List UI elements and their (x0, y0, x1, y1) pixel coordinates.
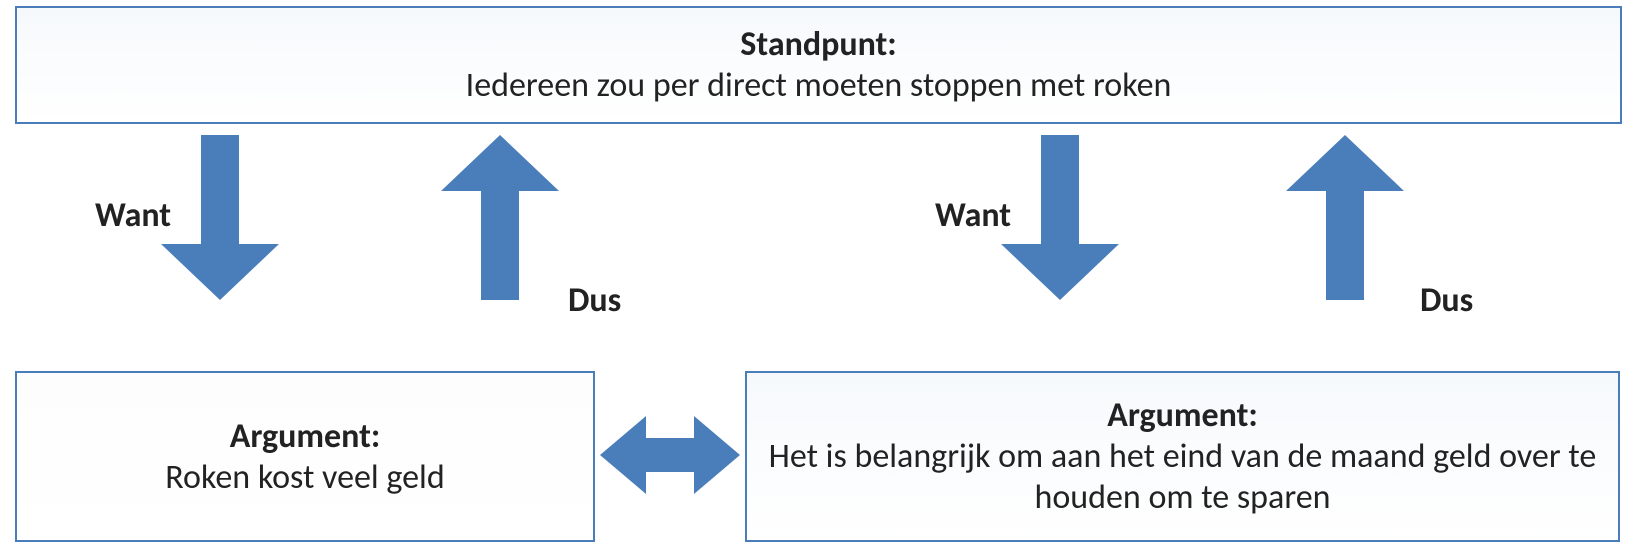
argument-left-box: Argument: Roken kost veel geld (15, 371, 595, 542)
arrow-down-icon (1001, 135, 1119, 300)
label-want-left: Want (95, 195, 171, 236)
arrow-up-icon (1286, 135, 1404, 300)
standpoint-title: Standpunt: (740, 24, 896, 65)
argument-left-title: Argument: (230, 416, 381, 457)
argument-right-box: Argument: Het is belangrijk om aan het e… (745, 371, 1620, 542)
arrow-down-icon (161, 135, 279, 300)
standpoint-box: Standpunt: Iedereen zou per direct moete… (15, 6, 1622, 124)
label-dus-left: Dus (568, 280, 621, 321)
argument-right-text: Het is belangrijk om aan het eind van de… (763, 436, 1602, 518)
arrow-up-icon (441, 135, 559, 300)
label-want-right: Want (935, 195, 1011, 236)
argument-right-title: Argument: (1107, 395, 1258, 436)
arrow-double-horizontal-icon (600, 416, 740, 494)
label-dus-right: Dus (1420, 280, 1473, 321)
standpoint-text: Iedereen zou per direct moeten stoppen m… (466, 65, 1172, 106)
argument-left-text: Roken kost veel geld (165, 457, 444, 498)
